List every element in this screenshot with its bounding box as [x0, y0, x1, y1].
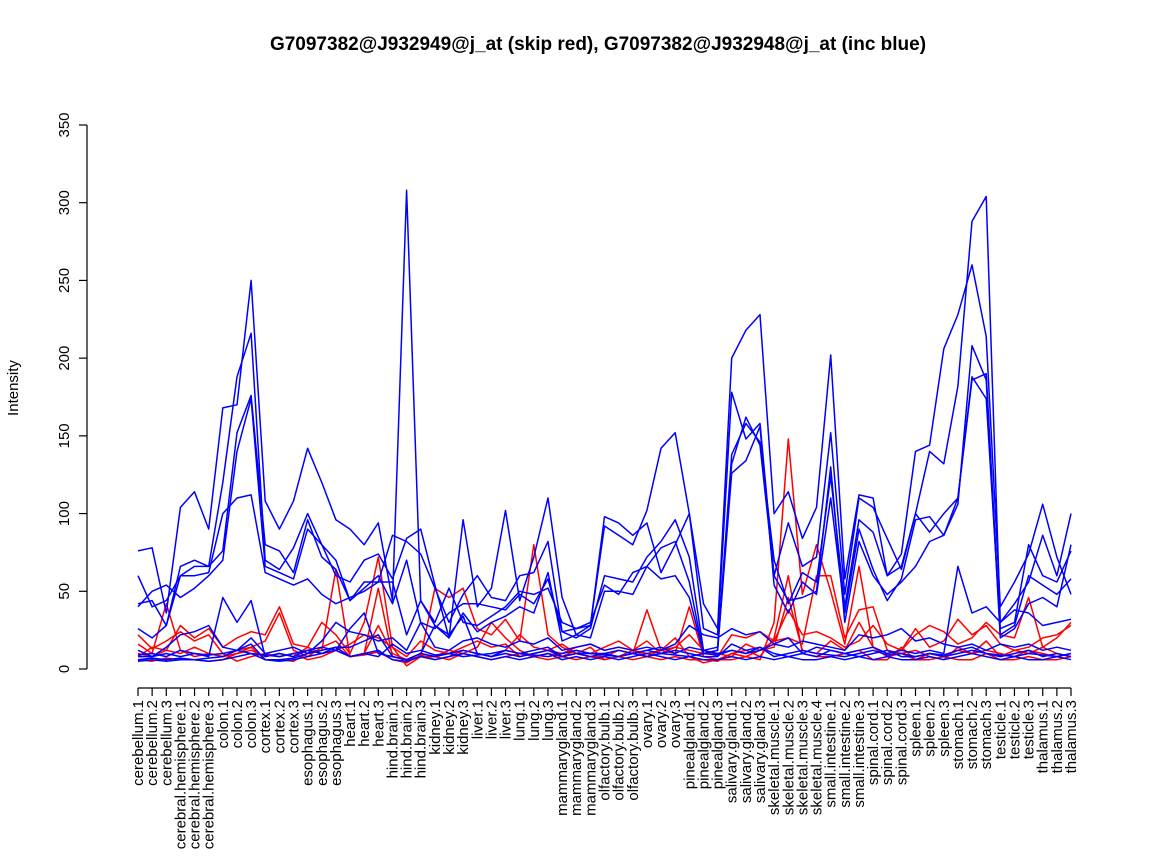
x-tick-label: pinealgland.3 [710, 700, 727, 789]
x-tick-label: heart.1 [342, 700, 359, 747]
x-tick-label: spinal.cord.2 [879, 700, 896, 785]
x-tick-label: thalamus.1 [1035, 700, 1052, 773]
x-tick-label: spinal.cord.1 [865, 700, 882, 785]
x-tick-label: thalamus.2 [1049, 700, 1066, 773]
x-tick-label: cerebellum.3 [158, 700, 175, 786]
x-tick-label: cerebellum.1 [130, 700, 147, 786]
x-tick-label: colon.1 [215, 700, 232, 748]
x-tick-label: testicle.2 [1006, 700, 1023, 759]
x-tick-label: lung.3 [540, 700, 557, 741]
x-tick-label: stomach.1 [950, 700, 967, 769]
x-tick-label: spinal.cord.3 [893, 700, 910, 785]
x-tick-label: lung.1 [512, 700, 529, 741]
y-tick-label: 50 [56, 583, 73, 600]
x-tick-label: skeletal.muscle.4 [809, 700, 826, 815]
x-tick-label: olfactory.bulb.1 [597, 700, 614, 801]
y-tick-label: 250 [56, 268, 73, 293]
x-tick-label: hind.brain.2 [399, 700, 416, 778]
series-line-inc [137, 344, 1072, 655]
x-tick-label: pinealgland.2 [695, 700, 712, 789]
x-tick-label: olfactory.bulb.3 [625, 700, 642, 801]
series-line-inc [137, 189, 1072, 630]
x-axis-ticks: cerebellum.1cerebellum.2cerebellum.3cere… [130, 688, 1080, 849]
series-line-inc [137, 376, 1072, 652]
x-tick-label: small.intestine.2 [837, 700, 854, 808]
x-tick-label: skeletal.muscle.2 [780, 700, 797, 815]
x-tick-label: lung.2 [526, 700, 543, 741]
x-tick-label: stomach.3 [978, 700, 995, 769]
x-tick-label: salivary.gland.1 [724, 700, 741, 803]
x-tick-label: spleen.1 [908, 700, 925, 757]
x-tick-label: mammarygland.1 [554, 700, 571, 816]
x-tick-label: cortex.2 [271, 700, 288, 753]
x-tick-label: liver.1 [469, 700, 486, 739]
series-line-skip [137, 587, 1072, 664]
series-lines [137, 189, 1072, 667]
y-tick-label: 350 [56, 112, 73, 137]
x-tick-label: olfactory.bulb.2 [611, 700, 628, 801]
x-tick-label: hind.brain.3 [413, 700, 430, 778]
series-line-inc [137, 649, 1072, 662]
x-tick-label: salivary.gland.2 [738, 700, 755, 803]
x-tick-label: cortex.3 [286, 700, 303, 753]
y-tick-label: 300 [56, 190, 73, 215]
x-tick-label: hind.brain.1 [384, 700, 401, 778]
x-tick-label: ovary.3 [667, 700, 684, 748]
x-tick-label: colon.2 [229, 700, 246, 748]
x-tick-label: cerebral.hemisphere.1 [172, 700, 189, 849]
chart-title: G7097382@J932949@j_at (skip red), G70973… [270, 34, 926, 55]
x-tick-label: salivary.gland.3 [752, 700, 769, 803]
x-tick-label: ovary.1 [639, 700, 656, 748]
x-tick-label: cerebral.hemisphere.2 [187, 700, 204, 849]
series-line-inc [137, 621, 1072, 658]
series-line-inc [138, 565, 1072, 661]
x-tick-label: kidney.3 [455, 700, 472, 755]
x-tick-label: pinealgland.1 [681, 700, 698, 789]
series-line-inc [137, 643, 1072, 658]
y-tick-label: 200 [56, 346, 73, 371]
x-tick-label: cortex.1 [257, 700, 274, 753]
y-tick-label: 150 [56, 423, 73, 448]
x-tick-label: esophagus.3 [328, 700, 345, 786]
x-tick-label: small.intestine.1 [823, 700, 840, 808]
x-tick-label: esophagus.1 [300, 700, 317, 786]
x-tick-label: small.intestine.3 [851, 700, 868, 808]
x-tick-label: liver.2 [483, 700, 500, 739]
x-tick-label: ovary.2 [653, 700, 670, 748]
x-tick-label: kidney.1 [427, 700, 444, 755]
x-tick-label: skeletal.muscle.3 [794, 700, 811, 815]
y-axis-ticks: 0 50 100 150 200 250 300 350 [56, 112, 87, 673]
x-tick-label: heart.3 [370, 700, 387, 747]
y-tick-label: 100 [56, 501, 73, 526]
x-tick-label: liver.3 [498, 700, 515, 739]
y-axis-label: Intensity [5, 360, 22, 416]
x-tick-label: cerebral.hemisphere.3 [201, 700, 218, 849]
series-line-skip [137, 438, 1072, 667]
x-tick-label: skeletal.muscle.1 [766, 700, 783, 815]
x-tick-label: mammarygland.2 [568, 700, 585, 816]
x-tick-label: mammarygland.3 [582, 700, 599, 816]
series-line-inc [137, 372, 1072, 655]
x-tick-label: esophagus.2 [314, 700, 331, 786]
x-tick-label: spleen.2 [922, 700, 939, 757]
x-tick-label: testicle.1 [992, 700, 1009, 759]
x-tick-label: spleen.3 [936, 700, 953, 757]
x-tick-label: testicle.3 [1021, 700, 1038, 759]
x-tick-label: colon.3 [243, 700, 260, 748]
x-tick-label: thalamus.3 [1063, 700, 1080, 773]
x-tick-label: cerebellum.2 [144, 700, 161, 786]
y-tick-label: 0 [56, 665, 73, 673]
x-tick-label: heart.2 [356, 700, 373, 747]
x-tick-label: kidney.2 [441, 700, 458, 755]
x-tick-label: stomach.2 [964, 700, 981, 769]
